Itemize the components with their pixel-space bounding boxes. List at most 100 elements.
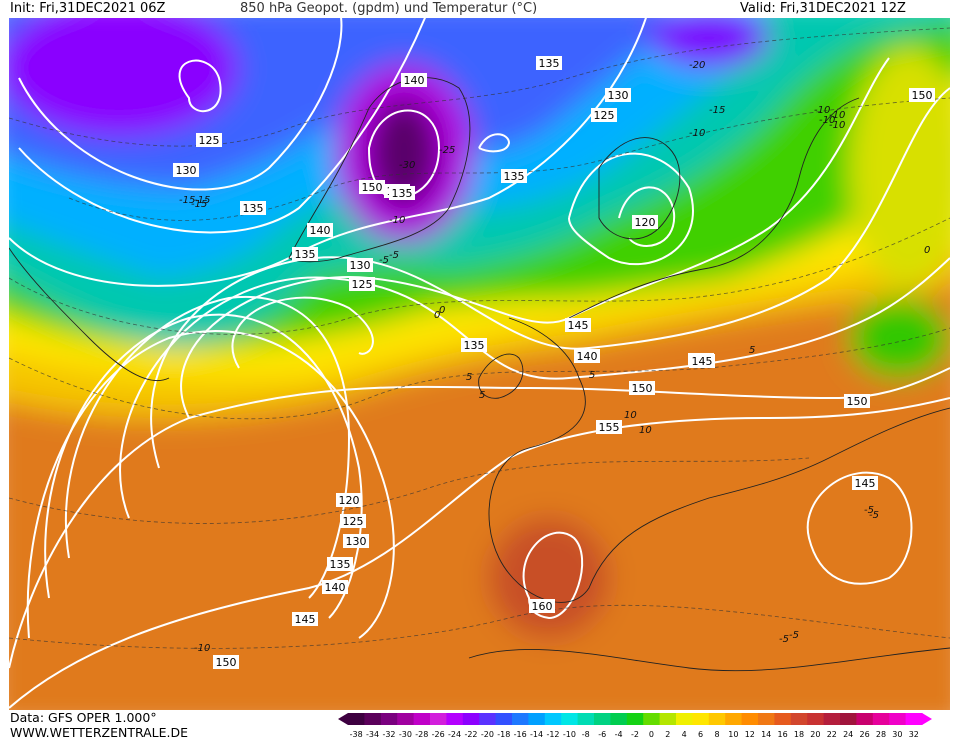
geo-label: 145 <box>292 612 318 626</box>
geo-label: 145 <box>852 476 878 490</box>
colorbar-swatch <box>758 713 775 725</box>
temp-label: 0 <box>439 305 445 316</box>
colorbar-tick-label: 4 <box>682 730 687 739</box>
colorbar-swatch <box>397 713 415 725</box>
geo-label: 120 <box>632 215 658 229</box>
colorbar-swatch <box>643 713 661 725</box>
colorbar-tick-label: 10 <box>728 730 738 739</box>
temp-label: -15 <box>179 195 195 206</box>
colorbar-swatch <box>413 713 431 725</box>
geo-label: 130 <box>605 88 631 102</box>
svg-text:130: 130 <box>608 89 629 102</box>
svg-text:135: 135 <box>504 170 525 183</box>
svg-text:130: 130 <box>350 259 371 272</box>
colorbar-swatch <box>823 713 841 725</box>
temp-label: -5 <box>869 510 879 521</box>
temp-label: -10 <box>819 115 835 126</box>
colorbar-tick-label: -38 <box>350 730 363 739</box>
colorbar-swatch <box>872 713 890 725</box>
svg-text:140: 140 <box>310 224 331 237</box>
colorbar-swatch <box>577 713 595 725</box>
svg-text:150: 150 <box>632 382 653 395</box>
geo-label: 140 <box>322 580 348 594</box>
data-source: Data: GFS OPER 1.000° <box>10 710 157 725</box>
geo-label: 135 <box>536 56 562 70</box>
temp-label: -10 <box>194 643 210 654</box>
colorbar-tick-label: -8 <box>582 730 590 739</box>
temp-label: -5 <box>779 634 789 645</box>
temperature-labels: -15 -15 -10 -10 -5 0 5 10 -5 -10 0 -5 5 … <box>179 60 930 654</box>
colorbar-swatch <box>495 713 513 725</box>
temp-label: -5 <box>864 505 874 516</box>
colorbar-tick-label: -26 <box>432 730 445 739</box>
svg-text:125: 125 <box>594 109 615 122</box>
geo-label: 150 <box>359 180 385 194</box>
svg-text:140: 140 <box>404 74 425 87</box>
temp-label: -10 <box>389 215 405 226</box>
temp-label: 5 <box>749 345 755 356</box>
colorbar-swatch <box>610 713 628 725</box>
svg-text:160: 160 <box>532 600 553 613</box>
colorbar-tick-label: -2 <box>631 730 639 739</box>
colorbar-tick-label: 28 <box>876 730 886 739</box>
temp-label: 0 <box>924 245 930 256</box>
svg-text:135: 135 <box>392 187 413 200</box>
temp-label: 10 <box>639 425 652 436</box>
coastlines <box>9 77 950 672</box>
svg-text:145: 145 <box>692 355 713 368</box>
colorbar-swatch <box>430 713 447 725</box>
svg-text:130: 130 <box>176 164 197 177</box>
temp-label: 10 <box>624 410 637 421</box>
svg-text:140: 140 <box>325 581 346 594</box>
colorbar-tick-label: -34 <box>366 730 379 739</box>
colorbar-tick-label: 16 <box>778 730 788 739</box>
geo-label: 135 <box>461 338 487 352</box>
colorbar-swatch <box>856 713 874 725</box>
colorbar-tick-label: -6 <box>598 730 606 739</box>
colorbar-tick-label: 12 <box>745 730 755 739</box>
geo-label: 150 <box>909 88 935 102</box>
geo-label: 120 <box>336 493 362 507</box>
geo-label: 145 <box>689 354 715 368</box>
temp-label: -25 <box>439 145 455 156</box>
colorbar-swatch <box>446 713 464 725</box>
temp-label: -10 <box>829 110 845 121</box>
geo-label: 135 <box>389 186 415 200</box>
temp-label: 0 <box>434 310 440 321</box>
colorbar-svg: -38 -34 -32 -30 -28 -26 -24 -22 -20 -18 -16 -14 -12-… <box>338 713 932 739</box>
geo-label: 145 <box>565 318 591 332</box>
temp-label: -15 <box>194 195 210 206</box>
svg-text:145: 145 <box>568 319 589 332</box>
temp-label: -15 <box>709 105 725 116</box>
colorbar-max-arrow <box>922 713 932 725</box>
map-title: 850 hPa Geopot. (gpdm) und Temperatur (°… <box>240 1 538 16</box>
geopotential-labels: 140 135 130 125 130 135 140 135 120 125 … <box>173 56 935 669</box>
geo-label: 160 <box>529 599 555 613</box>
colorbar-tick-label: -32 <box>382 730 395 739</box>
valid-time: Valid: Fri,31DEC2021 12Z <box>740 1 906 16</box>
colorbar-tick-label: 24 <box>843 730 853 739</box>
svg-text:135: 135 <box>330 558 351 571</box>
colorbar-tick-label: -16 <box>514 730 527 739</box>
geo-label: 125 <box>340 514 366 528</box>
colorbar-tick-label: 30 <box>892 730 902 739</box>
svg-text:150: 150 <box>216 656 237 669</box>
colorbar-swatch <box>512 713 529 725</box>
website-link[interactable]: WWW.WETTERZENTRALE.DE <box>10 725 189 740</box>
temp-label: -10 <box>829 120 845 131</box>
temp-label: -5 <box>789 630 799 641</box>
geo-label: 135 <box>240 201 266 215</box>
svg-text:125: 125 <box>352 278 373 291</box>
colorbar-swatch <box>790 713 808 725</box>
colorbar-tick-label: -22 <box>464 730 477 739</box>
geo-label: 130 <box>343 534 369 548</box>
svg-text:155: 155 <box>599 421 620 434</box>
colorbar: -38 -34 -32 -30 -28 -26 -24 -22 -20 -18 -16 -14 -12-… <box>338 711 958 745</box>
colorbar-tick-label: -14 <box>530 730 543 739</box>
svg-text:150: 150 <box>362 181 383 194</box>
geo-label: 140 <box>401 73 427 87</box>
colorbar-tick-label: 26 <box>860 730 870 739</box>
temp-label: -5 <box>389 250 399 261</box>
svg-text:145: 145 <box>295 613 316 626</box>
colorbar-tick-label: -4 <box>615 730 623 739</box>
